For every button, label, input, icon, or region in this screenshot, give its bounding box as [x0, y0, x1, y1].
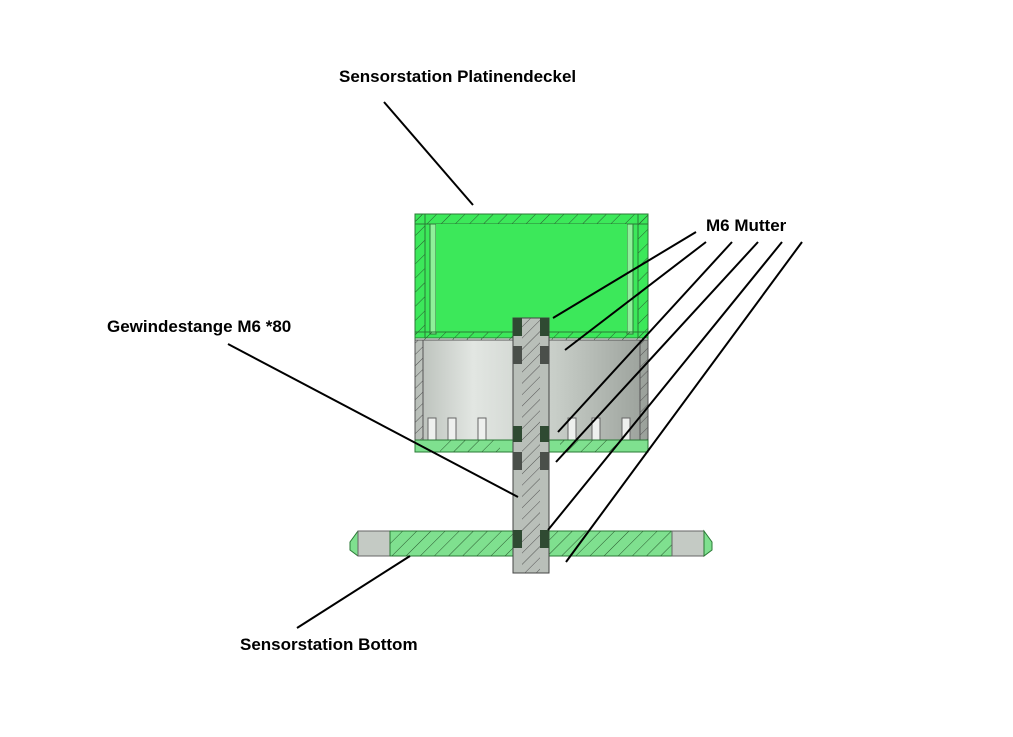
leader-bottom [296, 555, 411, 629]
nut-5-right [540, 530, 549, 548]
leader-nut-1 [552, 231, 697, 319]
nut-2-right [540, 346, 549, 364]
label-platinendeckel: Sensorstation Platinendeckel [339, 67, 577, 86]
nut-3-left [513, 426, 522, 442]
nut-1-left [513, 318, 522, 336]
leader-nut-3 [557, 241, 733, 433]
leader-nut-2 [564, 241, 707, 351]
leader-nut-6 [565, 241, 803, 563]
nut-2-left [513, 346, 522, 364]
label-m6-mutter: M6 Mutter [706, 216, 787, 235]
leader-lines [227, 101, 803, 629]
nut-3-right [540, 426, 549, 442]
label-gewindestange: Gewindestange M6 *80 [107, 317, 292, 336]
platinendeckel-part [414, 213, 649, 341]
m6-nuts [513, 318, 549, 548]
nut-4-left [513, 452, 522, 470]
leader-gewindestange [227, 343, 519, 498]
leader-nut-5 [547, 241, 783, 531]
leader-platinendeckel [383, 101, 474, 206]
nut-5-left [513, 530, 522, 548]
label-sensorstation-bottom: Sensorstation Bottom [240, 635, 418, 654]
leader-nut-4 [555, 241, 759, 463]
nut-1-right [540, 318, 549, 336]
nut-4-right [540, 452, 549, 470]
